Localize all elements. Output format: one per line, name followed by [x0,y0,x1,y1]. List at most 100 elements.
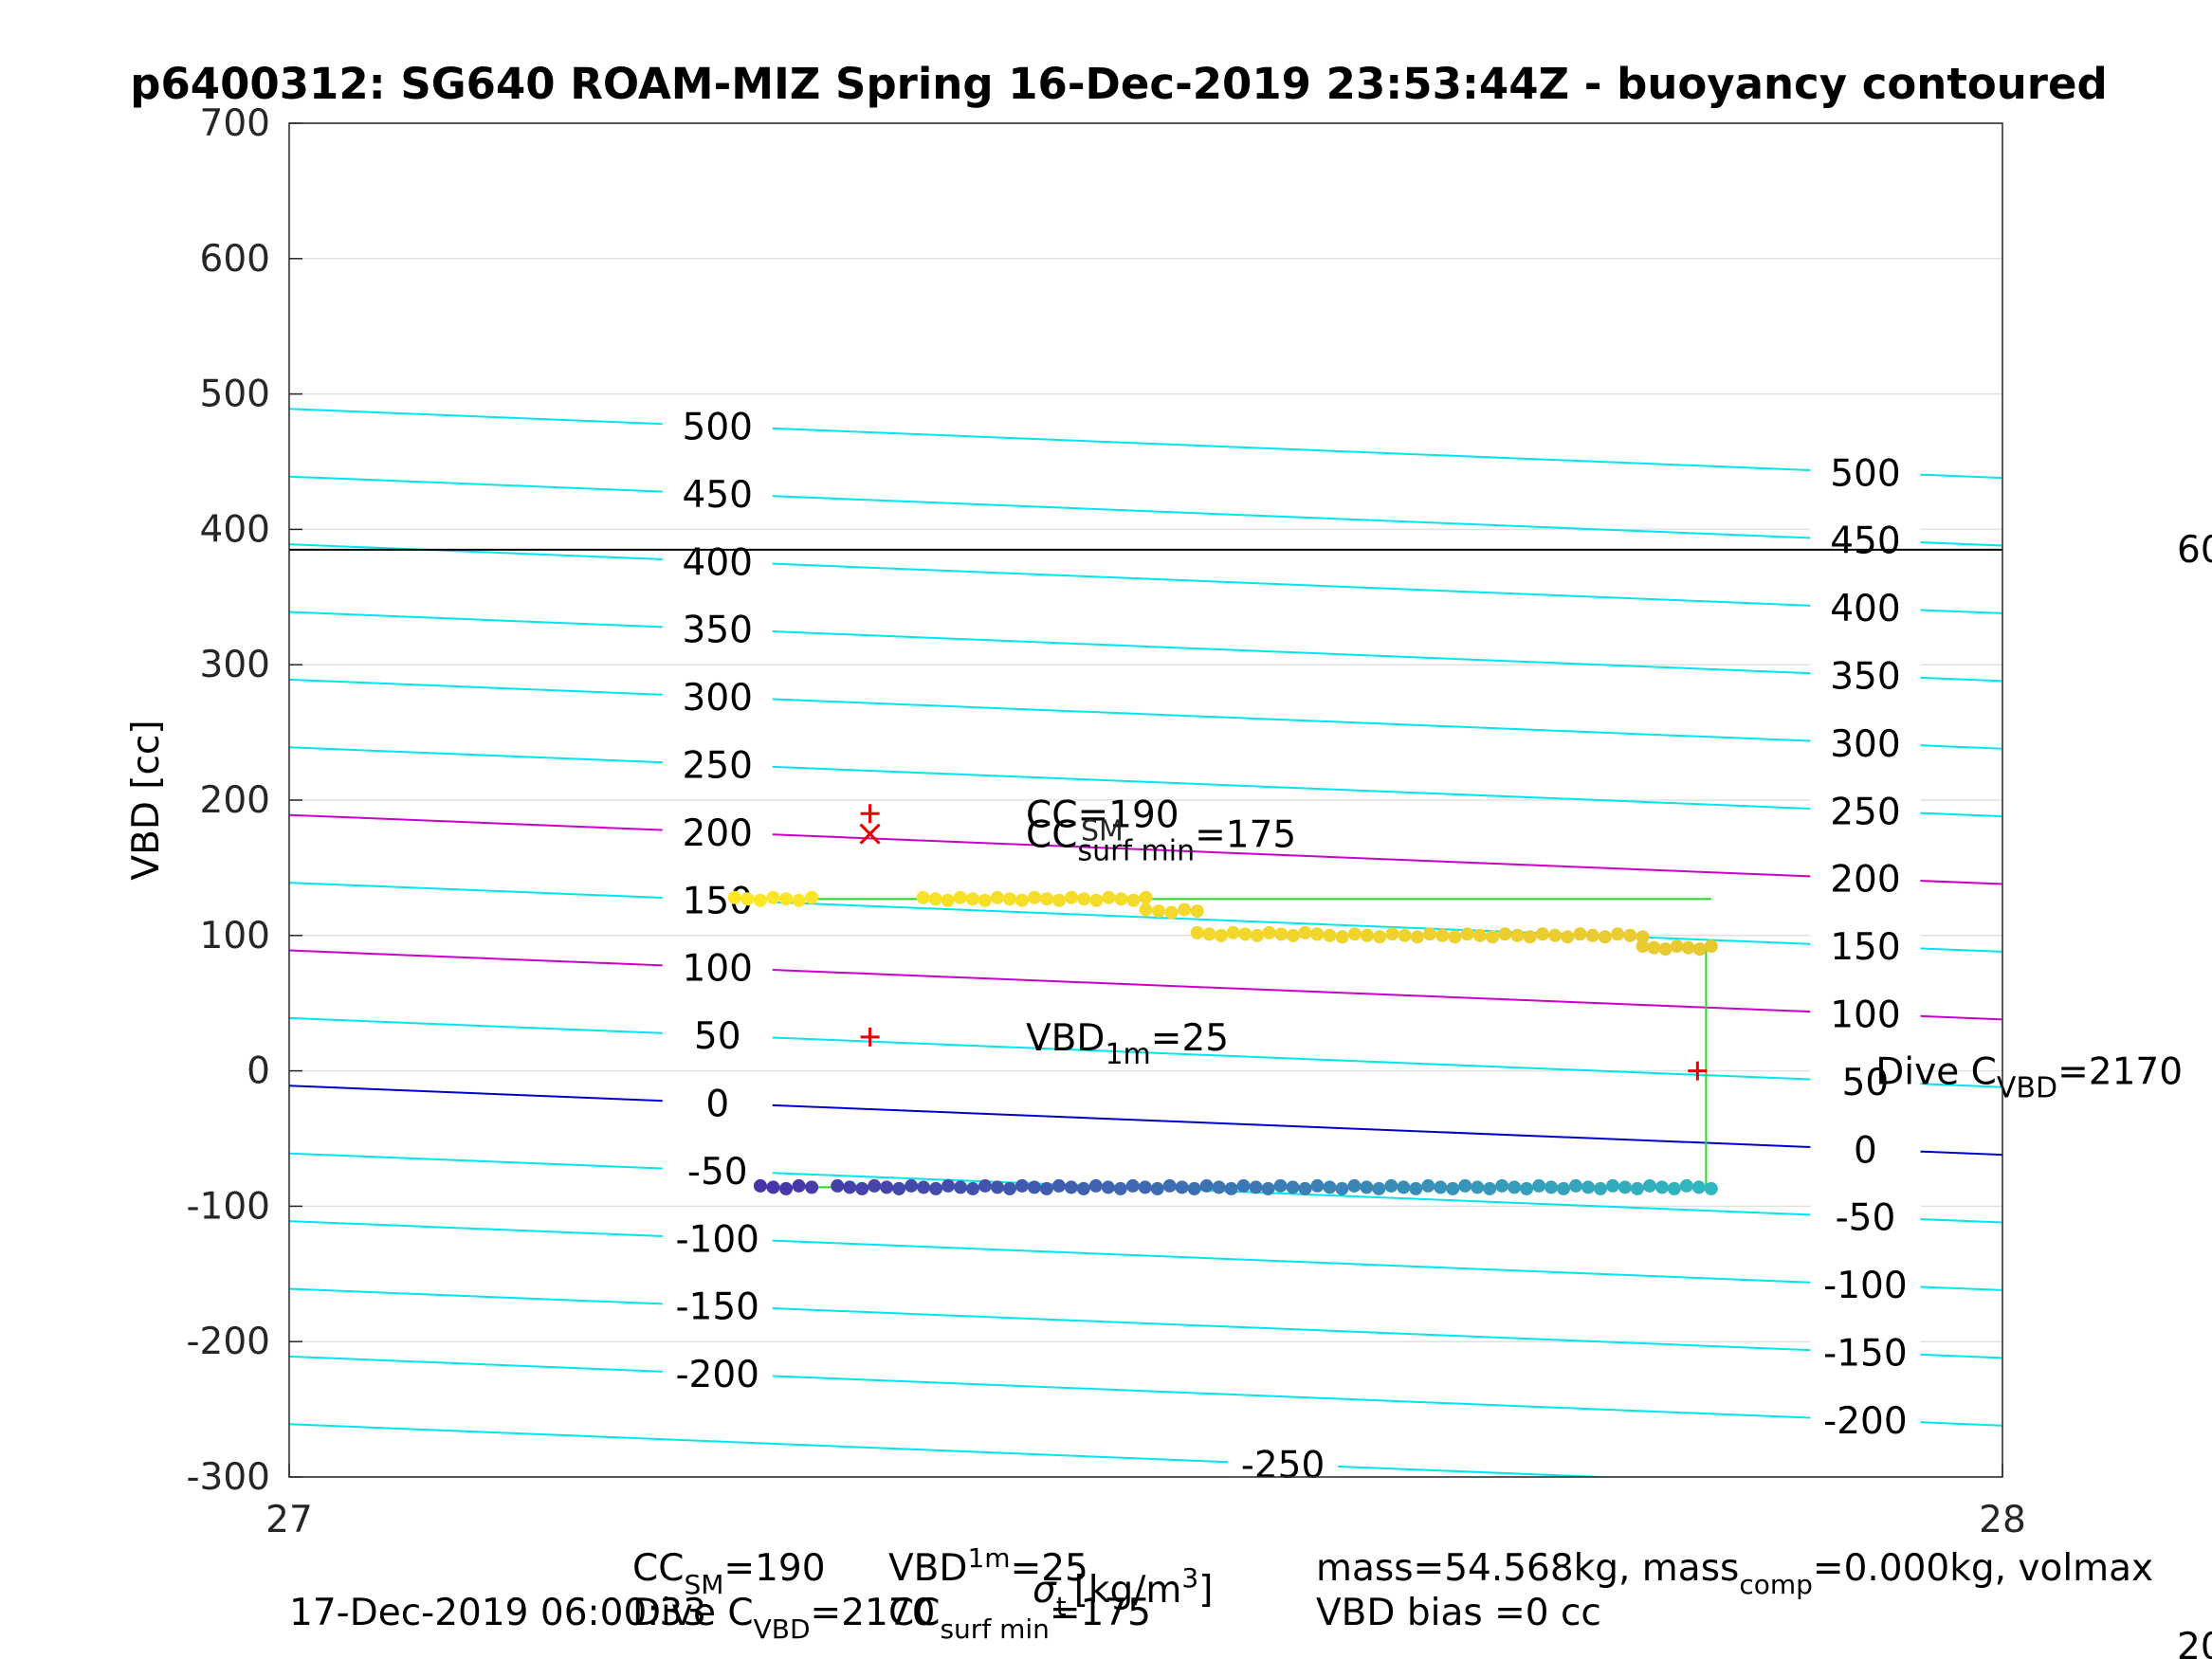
contour-label-bg [662,540,773,583]
data-point [954,1180,968,1194]
contour-line [289,1016,2002,1088]
data-point [1202,927,1216,941]
annotation-text: VBD1m=25 [1026,1017,1229,1071]
data-point [1226,925,1240,939]
data-point [766,890,780,904]
contour-line [289,746,2002,818]
data-point [1040,892,1054,906]
data-point [1618,1180,1632,1194]
data-point [779,892,794,906]
data-point [1460,927,1474,941]
annotation-sub-sm: SM [1081,814,1124,848]
data-point [1654,1180,1669,1194]
data-point [779,1181,794,1195]
contour-label-bg [662,811,773,853]
data-point [1089,893,1104,907]
data-point [1434,1180,1448,1194]
contour-label-bg [1810,1264,1921,1306]
data-point [892,1181,906,1195]
data-point [805,1180,819,1194]
x-axis-ticks: 27 28 [265,1464,2026,1541]
data-point [1573,927,1587,941]
data-point [1274,927,1289,941]
data-point [1015,893,1029,907]
data-point [917,1180,931,1194]
contour-label: -200 [675,1354,759,1396]
data-point [978,893,992,907]
data-point [1410,930,1424,944]
y-axis-label: VBD [cc] [125,720,168,880]
data-point [1458,1178,1472,1193]
contour-label: 400 [683,541,753,584]
contour-label-bg [662,1353,773,1395]
data-point [1002,892,1016,906]
data-point [1636,930,1650,944]
data-point [1250,928,1264,942]
annotation-text: CCsurf min=175 [1026,814,1296,868]
data-point [1236,1178,1251,1193]
data-point [953,890,967,904]
data-point [1361,928,1375,942]
contour-label-bg [662,472,773,515]
data-point [855,1181,869,1195]
data-point [1199,1178,1214,1193]
contour-label: -150 [675,1286,759,1329]
plus-marker [1688,1061,1708,1081]
contour-label: -250 [1241,1445,1325,1487]
data-point [1190,925,1204,939]
data-point [831,1178,845,1193]
data-point [1077,892,1091,906]
contour-label: 0 [705,1084,729,1126]
contour-label-bg [1810,451,1921,494]
contour-label-bg [1810,654,1921,697]
data-point [1347,1178,1362,1193]
contour-label: 400 [1830,588,1900,630]
data-point [1623,928,1637,942]
footer-block: CCSM=190 VBD1m=25 σt [kg/m3] mass=54.568k… [289,1542,2212,1659]
data-point [1175,1180,1189,1194]
contour-label-bg [662,1082,773,1124]
data-point [1102,890,1116,904]
footer-date: 17-Dec-2019 06:00:33 [289,1592,706,1634]
data-point [1435,928,1450,942]
contour-line [289,408,2002,480]
plus-marker [860,1027,880,1047]
data-point [1561,930,1575,944]
data-point [1642,1178,1656,1193]
contour-line [289,1355,2002,1427]
data-point [1286,1180,1300,1194]
annotation-text: CC=190 [1026,793,1179,836]
data-point [1557,1181,1571,1195]
contour-labels: 500450400350300250200150100500-50-100-15… [662,405,1921,1487]
data-point [753,893,767,907]
data-point [1076,1181,1090,1195]
data-point [1150,1181,1164,1195]
contour-line [289,1287,2002,1359]
contour-label-bg [662,1014,773,1057]
data-point [1238,927,1252,941]
data-point [880,1180,894,1194]
data-point [1261,1181,1275,1195]
data-series [727,890,1718,1195]
data-point [1495,1178,1509,1193]
data-point [1581,1180,1596,1194]
data-point [1483,1181,1497,1195]
footer-dive-cvbd: Dive CVBD=2170 [632,1592,935,1645]
data-point [1323,928,1337,942]
contour-label: 250 [683,745,753,788]
data-point [805,890,819,904]
data-point [1545,1180,1559,1194]
contour-line [289,813,2002,885]
data-point [1679,1178,1693,1193]
contour-label: 150 [683,880,753,922]
data-point [1335,1181,1349,1195]
contour-label: 100 [683,948,753,991]
data-point [1372,1181,1386,1195]
data-point [1704,939,1718,954]
data-point [1636,939,1650,954]
data-point [1397,1180,1411,1194]
contour-label-bg [662,405,773,447]
point-markers [859,804,1708,1081]
data-point [1298,925,1312,939]
data-point [1002,1181,1016,1195]
